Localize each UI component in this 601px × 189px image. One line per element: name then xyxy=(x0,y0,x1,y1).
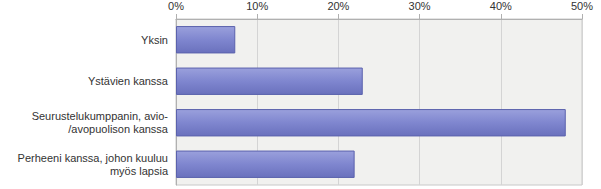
svg-text:/avopuolison kanssa: /avopuolison kanssa xyxy=(68,123,169,135)
svg-text:Perheeni kanssa, johon kuuluu: Perheeni kanssa, johon kuuluu xyxy=(18,152,168,164)
svg-text:30%: 30% xyxy=(409,0,431,12)
svg-text:myös lapsia: myös lapsia xyxy=(110,165,169,177)
svg-text:40%: 40% xyxy=(490,0,512,12)
svg-text:Seurustelukumppanin, avio-: Seurustelukumppanin, avio- xyxy=(32,110,169,122)
svg-text:Yksin: Yksin xyxy=(141,34,168,46)
svg-text:50%: 50% xyxy=(571,0,593,12)
svg-text:10%: 10% xyxy=(246,0,268,12)
svg-text:Ystävien kanssa: Ystävien kanssa xyxy=(88,75,169,87)
svg-text:0%: 0% xyxy=(168,0,184,12)
svg-text:20%: 20% xyxy=(327,0,349,12)
